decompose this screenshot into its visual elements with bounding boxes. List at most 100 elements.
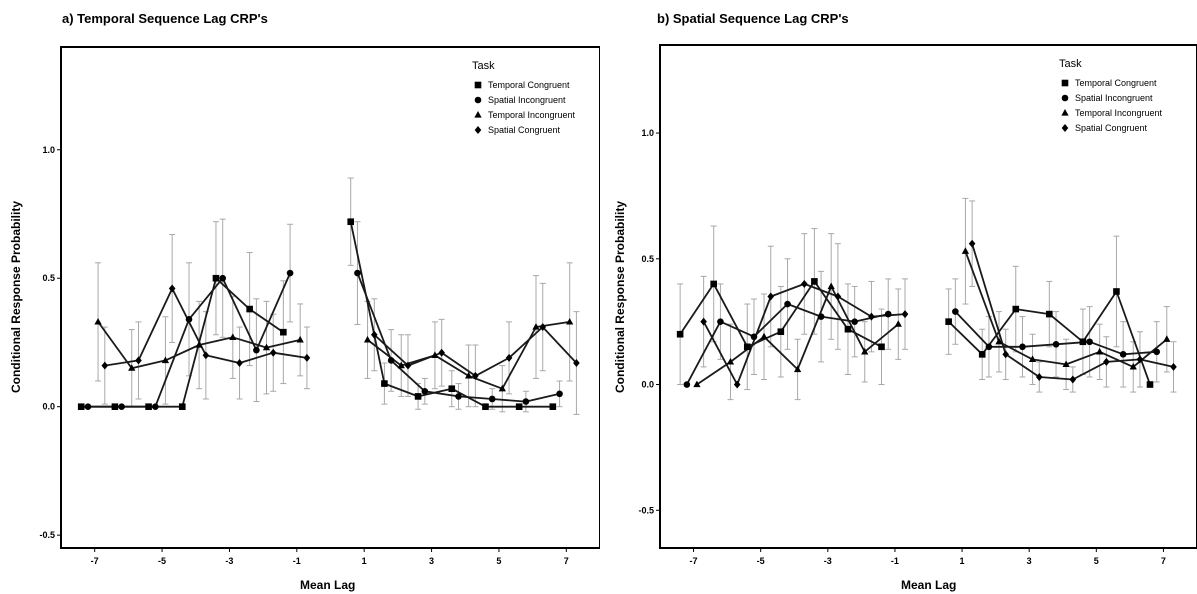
point-temporal-incongruent [94, 317, 102, 325]
legend-entry: Temporal Congruent [488, 80, 570, 90]
point-spatial-congruent [168, 284, 176, 293]
legend-marker [474, 96, 482, 104]
point-temporal-congruent [482, 403, 489, 410]
point-spatial-congruent [968, 239, 976, 248]
legend-marker [1061, 124, 1069, 132]
point-temporal-congruent [1046, 310, 1053, 318]
legend-marker [1061, 94, 1069, 102]
point-spatial-congruent [269, 348, 277, 357]
point-spatial-congruent [901, 310, 909, 319]
point-spatial-incongruent [455, 393, 462, 400]
point-temporal-incongruent [498, 384, 506, 392]
point-spatial-congruent [1103, 357, 1110, 366]
point-temporal-congruent [145, 403, 152, 410]
point-temporal-congruent [777, 328, 785, 336]
point-temporal-congruent [246, 305, 253, 313]
x-tick-label: 7 [564, 556, 569, 566]
point-spatial-congruent [834, 292, 842, 301]
point-spatial-incongruent [253, 346, 260, 354]
point-temporal-incongruent [566, 317, 574, 325]
point-temporal-congruent [1146, 381, 1154, 388]
legend-entry: Temporal Incongruent [1075, 108, 1163, 118]
series-line-spatial-incongruent [356, 272, 560, 403]
legend-entry: Temporal Congruent [1075, 78, 1157, 88]
point-temporal-congruent [743, 343, 751, 351]
point-temporal-incongruent [229, 333, 237, 340]
x-tick-label: 3 [1027, 556, 1032, 566]
point-temporal-incongruent [296, 335, 304, 343]
point-temporal-congruent [676, 330, 684, 338]
y-tick-label: -0.5 [39, 530, 55, 540]
point-spatial-congruent [438, 348, 445, 357]
legend-title: Task [472, 60, 495, 72]
point-temporal-incongruent [464, 371, 473, 379]
point-spatial-congruent [733, 380, 741, 389]
point-spatial-incongruent [354, 269, 361, 277]
point-temporal-congruent [710, 280, 717, 288]
legend-entry: Spatial Congruent [488, 125, 561, 135]
x-tick-label: 7 [1161, 556, 1166, 566]
point-temporal-incongruent [161, 356, 170, 364]
y-tick-label: 0.5 [42, 273, 55, 283]
point-temporal-congruent [414, 393, 422, 400]
point-spatial-incongruent [952, 308, 959, 315]
point-temporal-incongruent [1129, 362, 1137, 370]
point-temporal-incongruent [995, 337, 1003, 345]
point-spatial-incongruent [152, 403, 159, 410]
point-spatial-incongruent [1119, 351, 1127, 358]
x-axis-label: Mean Lag [901, 578, 957, 592]
point-temporal-incongruent [532, 323, 540, 330]
point-spatial-congruent [1069, 375, 1077, 384]
point-spatial-incongruent [683, 381, 691, 388]
point-spatial-congruent [1170, 362, 1177, 371]
legend-marker [474, 81, 482, 89]
y-tick-label: -0.5 [638, 505, 654, 515]
point-spatial-congruent [868, 312, 875, 321]
y-tick-label: 1.0 [42, 145, 55, 155]
point-temporal-congruent [1079, 338, 1087, 346]
panel-b: b) Spatial Sequence Lag CRP's Conditiona… [600, 0, 1197, 594]
point-temporal-incongruent [961, 247, 970, 254]
point-temporal-congruent [549, 403, 557, 410]
point-spatial-incongruent [884, 310, 892, 318]
point-spatial-congruent [236, 359, 243, 367]
point-temporal-incongruent [693, 380, 701, 388]
point-spatial-congruent [303, 353, 311, 362]
point-temporal-congruent [978, 351, 986, 358]
y-tick-label: 0.0 [641, 380, 654, 390]
x-tick-label: -5 [158, 556, 166, 566]
point-temporal-congruent [515, 403, 523, 410]
x-axis-label: Mean Lag [300, 578, 356, 592]
point-temporal-congruent [1012, 305, 1020, 313]
point-spatial-congruent [801, 279, 808, 288]
y-tick-label: 1.0 [641, 128, 654, 138]
point-spatial-incongruent [84, 403, 92, 410]
point-temporal-incongruent [1163, 335, 1171, 342]
point-temporal-congruent [878, 343, 885, 351]
point-spatial-congruent [135, 356, 142, 365]
point-spatial-incongruent [717, 318, 724, 325]
point-spatial-congruent [404, 361, 412, 370]
legend-marker [474, 126, 482, 134]
point-spatial-congruent [573, 359, 580, 367]
x-tick-label: -5 [757, 556, 765, 566]
point-spatial-incongruent [1052, 340, 1060, 348]
chart-a-plot: -0.5 0.0 0.5 1.0 -7 -5 -3 -1 1 3 5 7 Task Temporal Co… [39, 46, 600, 566]
legend-title: Task [1059, 58, 1082, 70]
legend-marker [1061, 79, 1069, 87]
x-tick-label: -1 [891, 556, 899, 566]
point-temporal-congruent [111, 403, 119, 410]
point-temporal-congruent [77, 403, 85, 410]
point-spatial-congruent [700, 317, 707, 326]
point-spatial-incongruent [750, 333, 758, 341]
point-temporal-incongruent [793, 365, 802, 373]
point-temporal-incongruent [397, 361, 405, 369]
y-tick-label: 0.5 [641, 254, 654, 264]
point-temporal-incongruent [363, 335, 372, 343]
point-temporal-incongruent [1096, 347, 1104, 355]
point-temporal-congruent [280, 328, 287, 336]
x-tick-label: 1 [362, 556, 367, 566]
plot-frame [659, 44, 1197, 549]
point-spatial-incongruent [784, 300, 791, 308]
point-temporal-incongruent [431, 351, 439, 358]
